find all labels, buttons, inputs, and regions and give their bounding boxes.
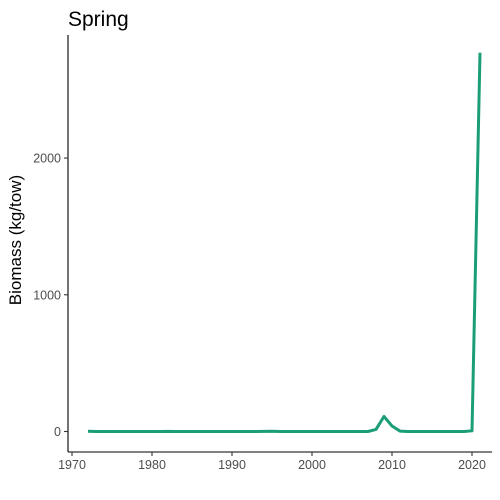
y-tick-label-2000: 2000 xyxy=(33,152,61,166)
chart-title: Spring xyxy=(68,8,129,31)
y-tick-label-0: 0 xyxy=(54,425,61,439)
x-tick-label-2020: 2020 xyxy=(458,458,486,472)
x-tick-label-1970: 1970 xyxy=(58,458,86,472)
x-tick-label-2010: 2010 xyxy=(378,458,406,472)
y-tick-label-1000: 1000 xyxy=(33,288,61,302)
x-tick-label-1990: 1990 xyxy=(218,458,246,472)
y-axis-label: Biomass (kg/tow) xyxy=(6,175,25,305)
tick-layer: 1970 1980 1990 2000 2010 2020 0 1000 2000 xyxy=(33,152,486,472)
x-tick-label-1980: 1980 xyxy=(138,458,166,472)
series-line-0 xyxy=(87,52,482,433)
x-tick-label-2000: 2000 xyxy=(298,458,326,472)
series-layer xyxy=(87,52,482,433)
